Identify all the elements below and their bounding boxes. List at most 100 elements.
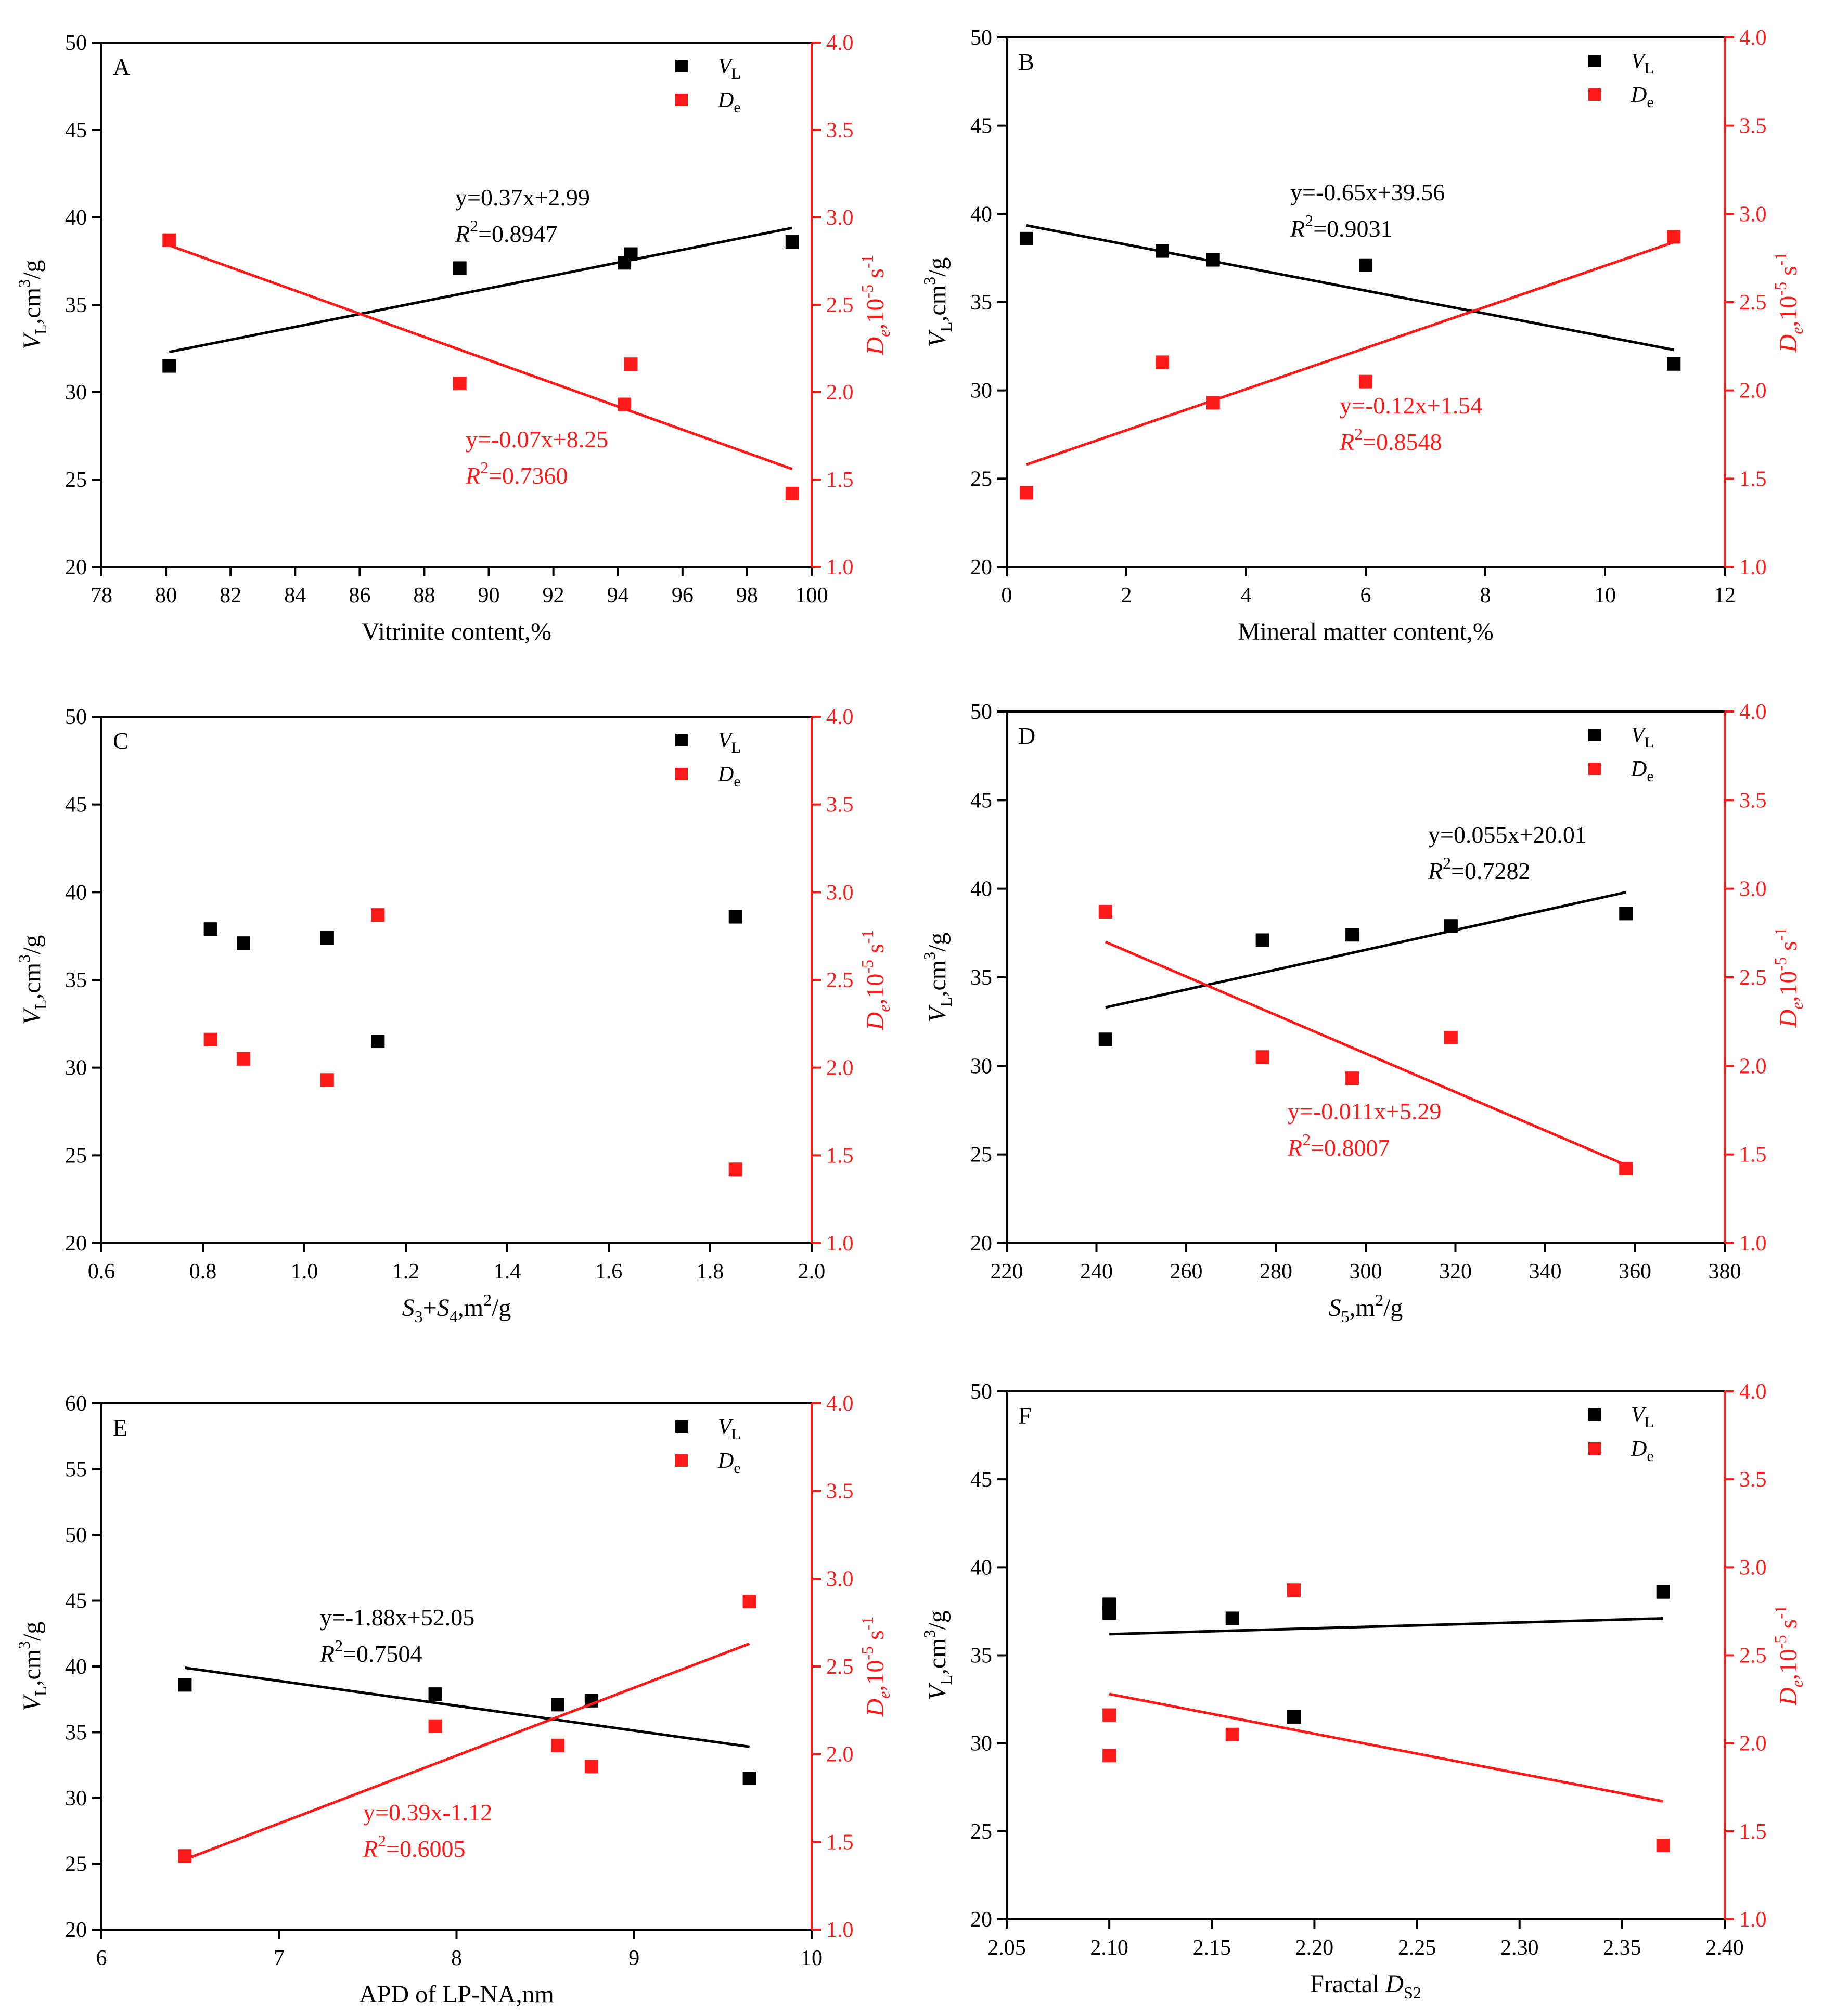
y-tick-label-right: 3.5: [826, 119, 854, 143]
y-tick-label-left: 35: [65, 293, 87, 317]
y-tick-label-left: 35: [970, 291, 992, 315]
y-tick-label-left: 45: [970, 789, 992, 812]
fit-r2-vl: R2=0.8947: [455, 216, 558, 247]
y-axis-label-right: De,10-5 s-1: [1771, 252, 1806, 353]
y-tick-label-right: 1.5: [826, 1830, 854, 1854]
y-tick-label-left: 20: [970, 1232, 992, 1256]
y-tick-label-left: 35: [65, 1721, 87, 1745]
x-tick-label: 8: [451, 1946, 462, 1970]
point-de: [551, 1738, 565, 1752]
point-de: [1225, 1727, 1239, 1741]
fit-equation-vl: y=0.055x+20.01: [1428, 821, 1587, 848]
x-tick-label: 6: [1360, 584, 1371, 608]
x-tick-label: 240: [1080, 1260, 1113, 1284]
y-tick-label-left: 25: [970, 467, 992, 491]
x-tick-label: 340: [1529, 1260, 1562, 1284]
legend-marker-vl: [1588, 729, 1601, 741]
point-de: [1359, 374, 1372, 389]
y-tick-label-left: 50: [970, 26, 992, 50]
y-tick-label-left: 50: [65, 31, 87, 55]
x-tick-label: 360: [1619, 1260, 1651, 1284]
y-tick-label-left: 45: [970, 114, 992, 138]
x-tick-label: 320: [1439, 1260, 1472, 1284]
y-tick-label-right: 1.0: [1739, 1908, 1767, 1932]
x-tick-label: 2.40: [1705, 1936, 1744, 1960]
x-tick-label: 90: [478, 584, 500, 608]
y-tick-label-left: 25: [65, 468, 87, 492]
y-axis-label-left: VL,cm3/g: [15, 935, 50, 1025]
y-tick-label-left: 60: [65, 1392, 87, 1416]
fit-line-vl: [185, 1666, 750, 1748]
y-tick-label-left: 35: [970, 1644, 992, 1668]
point-vl: [1619, 907, 1633, 921]
y-tick-label-left: 40: [65, 206, 87, 230]
x-tick-label: 1.2: [392, 1260, 420, 1284]
y-tick-label-left: 20: [970, 1908, 992, 1932]
legend-label-vl: VL: [718, 1415, 741, 1443]
x-tick-label: 78: [91, 584, 112, 608]
x-axis-label: Mineral matter content,%: [1238, 618, 1494, 645]
point-de: [1255, 1050, 1269, 1064]
point-de: [1287, 1583, 1301, 1597]
x-axis-label: S5,m2/g: [1329, 1290, 1403, 1326]
y-tick-label-left: 35: [970, 966, 992, 990]
y-tick-label-left: 50: [65, 1523, 87, 1547]
y-tick-label-left: 45: [65, 119, 87, 143]
point-de: [320, 1073, 334, 1087]
y-tick-label-left: 30: [970, 379, 992, 403]
panel-letter: D: [1018, 722, 1035, 749]
legend-marker-de: [1588, 1442, 1601, 1455]
fit-line-de: [169, 244, 793, 471]
y-axis-label-right: De,10-5 s-1: [1771, 927, 1806, 1028]
x-axis-label: Vitrinite content,%: [362, 618, 551, 645]
legend-label-de: De: [1631, 757, 1654, 785]
y-tick-label-right: 4.0: [826, 1392, 854, 1416]
x-tick-label: 0.8: [189, 1260, 217, 1284]
point-vl: [1019, 231, 1033, 245]
y-tick-label-right: 3.5: [1739, 1468, 1767, 1492]
y-tick-label-right: 4.0: [1739, 1380, 1767, 1404]
point-vl: [1359, 258, 1372, 272]
x-tick-label: 94: [607, 584, 629, 608]
y-tick-label-right: 3.5: [826, 1480, 854, 1504]
y-tick-label-right: 1.5: [1739, 1820, 1767, 1844]
legend-label-vl: VL: [1631, 49, 1654, 77]
x-tick-label: 2.20: [1295, 1936, 1334, 1960]
point-vl: [371, 1035, 385, 1049]
y-tick-label-left: 30: [65, 1787, 87, 1811]
y-tick-label-right: 3.0: [826, 881, 854, 904]
point-vl: [178, 1678, 192, 1692]
x-axis-label: S3+S4,m2/g: [402, 1290, 511, 1326]
x-tick-label: 0: [1002, 584, 1012, 608]
x-tick-label: 10: [801, 1946, 823, 1970]
y-tick-label-right: 3.0: [826, 1567, 854, 1591]
y-tick-label-right: 1.5: [1739, 1143, 1767, 1167]
y-tick-label-right: 2.0: [1739, 379, 1767, 403]
point-de: [742, 1595, 756, 1609]
point-de: [203, 1032, 217, 1046]
y-tick-label-left: 20: [65, 1918, 87, 1942]
y-axis-label-right: De,10-5 s-1: [858, 255, 893, 356]
x-tick-label: 4: [1241, 584, 1252, 608]
y-tick-label-left: 20: [970, 555, 992, 579]
x-tick-label: 2.25: [1398, 1936, 1436, 1960]
point-vl: [203, 922, 217, 936]
panel-letter: A: [113, 54, 130, 80]
x-tick-label: 280: [1260, 1260, 1292, 1284]
y-tick-label-right: 3.0: [1739, 877, 1767, 901]
y-tick-label-right: 2.5: [1739, 1644, 1767, 1668]
x-tick-label: 1.0: [291, 1260, 318, 1284]
y-tick-label-left: 25: [970, 1820, 992, 1844]
point-de: [1156, 355, 1169, 369]
y-axis-label-left: VL,cm3/g: [920, 933, 955, 1023]
legend-label-de: De: [717, 88, 741, 116]
point-de: [618, 397, 632, 411]
x-tick-label: 8: [1480, 584, 1491, 608]
fit-line-de: [1109, 1692, 1664, 1803]
panel-letter: F: [1018, 1402, 1032, 1429]
point-vl: [1667, 357, 1681, 371]
fit-equation-de: y=-0.07x+8.25: [466, 426, 608, 453]
x-tick-label: 88: [413, 584, 435, 608]
point-de: [371, 908, 385, 922]
x-tick-label: 96: [672, 584, 694, 608]
